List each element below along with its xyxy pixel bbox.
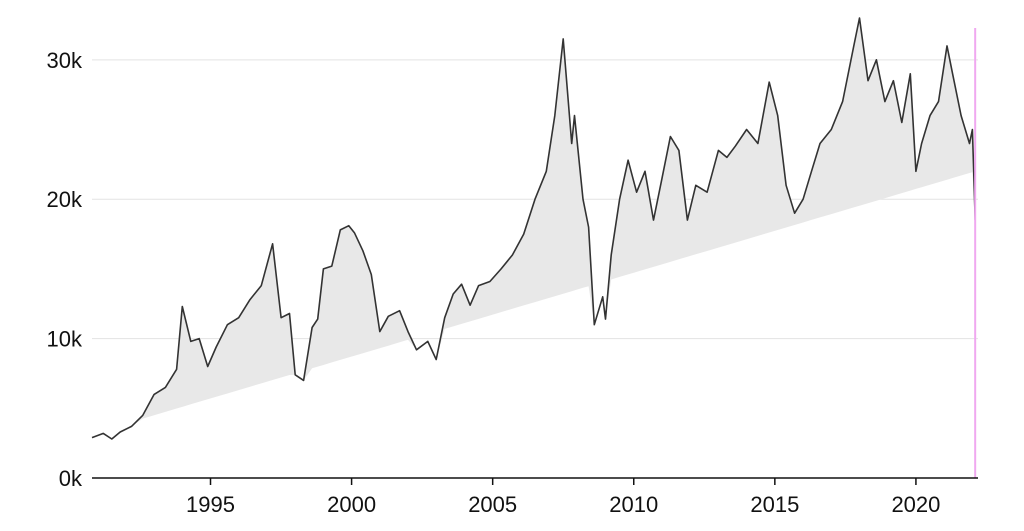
y-tick-label: 20k <box>47 187 83 212</box>
x-tick-label: 2005 <box>468 492 517 517</box>
y-axis-tick-labels: 0k 10k 20k 30k <box>47 48 83 491</box>
y-tick-label: 10k <box>47 327 83 352</box>
x-tick-label: 2000 <box>327 492 376 517</box>
x-tick-label: 2010 <box>609 492 658 517</box>
x-tick-label: 1995 <box>186 492 235 517</box>
y-tick-label: 0k <box>59 466 83 491</box>
x-tick-label: 2015 <box>750 492 799 517</box>
area-fill-between-series-and-trend <box>92 18 976 439</box>
y-tick-label: 30k <box>47 48 83 73</box>
x-tick-label: 2020 <box>891 492 940 517</box>
x-axis-ticks: 1995 2000 2005 2010 2015 2020 <box>186 478 940 517</box>
series-line <box>91 17 976 440</box>
